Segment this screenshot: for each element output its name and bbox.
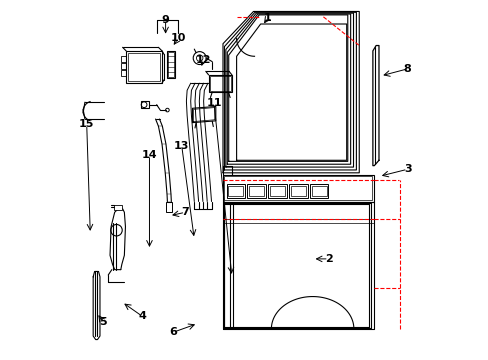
Bar	[126, 51, 162, 83]
Bar	[224, 176, 371, 200]
Text: 6: 6	[168, 327, 176, 337]
Bar	[267, 184, 286, 198]
Bar	[309, 184, 328, 198]
Bar	[121, 56, 126, 62]
Bar	[247, 184, 265, 198]
Bar	[249, 186, 264, 196]
Bar	[290, 186, 305, 196]
Bar	[311, 186, 326, 196]
Bar	[168, 52, 174, 77]
Bar	[226, 184, 244, 198]
Bar	[228, 186, 243, 196]
Bar	[223, 175, 373, 202]
Text: 9: 9	[162, 15, 169, 26]
Bar	[210, 76, 230, 91]
Bar	[167, 51, 175, 78]
Bar	[128, 53, 160, 81]
Bar	[140, 101, 149, 108]
Text: 13: 13	[174, 141, 189, 151]
Bar	[121, 63, 126, 69]
Text: 15: 15	[79, 120, 94, 129]
Text: 11: 11	[206, 98, 222, 108]
Bar	[208, 75, 231, 92]
Bar	[288, 184, 307, 198]
Text: 8: 8	[403, 64, 411, 74]
Bar	[166, 202, 172, 212]
Text: 10: 10	[170, 33, 185, 43]
Bar	[269, 186, 285, 196]
Text: 5: 5	[99, 317, 106, 327]
Text: 7: 7	[181, 207, 189, 217]
Text: 2: 2	[324, 254, 332, 264]
Bar	[121, 70, 126, 76]
Text: 3: 3	[403, 164, 410, 174]
Text: 1: 1	[264, 13, 271, 23]
Text: 4: 4	[138, 311, 146, 321]
Bar	[114, 205, 122, 211]
Text: 12: 12	[195, 55, 211, 65]
Text: 14: 14	[142, 150, 157, 160]
